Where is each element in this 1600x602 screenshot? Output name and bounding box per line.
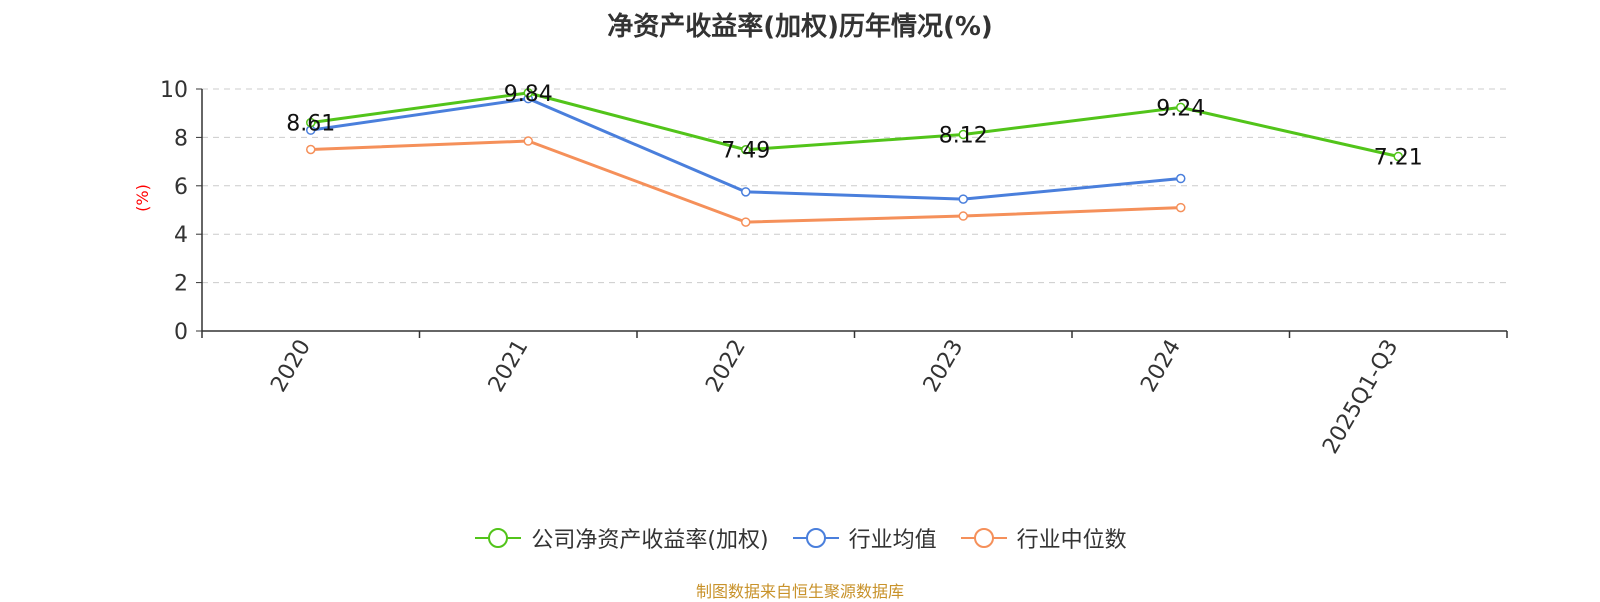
y-tick-label: 2 (174, 272, 188, 297)
legend-item[interactable]: 行业均值 (791, 522, 937, 554)
legend-label: 行业均值 (848, 528, 937, 553)
grid-lines (202, 88, 1507, 284)
data-point (306, 117, 316, 128)
series-line (310, 91, 1399, 158)
data-point (1176, 102, 1186, 113)
data-labels: 8.61 9.84 7.49 8.12 9.24 7.21 (286, 82, 1422, 171)
data-point (1176, 173, 1186, 184)
data-point (741, 217, 751, 227)
x-tick-label: 2022 (701, 336, 751, 397)
x-tick-label: 2023 (919, 336, 969, 397)
y-axis-label: (%) (133, 184, 152, 212)
legend-item[interactable]: 公司净资产收益率(加权) (473, 522, 769, 554)
legend: 公司净资产收益率(加权) 行业均值 行业中位数 (0, 522, 1600, 554)
data-label: 7.21 (1374, 146, 1423, 171)
y-tick-label: 6 (174, 175, 188, 200)
chart-title: 净资产收益率(加权)历年情况(%) (607, 12, 993, 42)
data-point (741, 187, 751, 197)
data-point (523, 88, 533, 98)
legend-line-circle-icon (960, 528, 1007, 548)
y-tick-label: 10 (160, 78, 188, 103)
legend-label: 公司净资产收益率(加权) (531, 528, 769, 553)
data-label: 8.12 (939, 123, 988, 148)
data-point (1176, 202, 1186, 213)
legend-item[interactable]: 行业中位数 (959, 522, 1127, 554)
x-tick-label: 2024 (1136, 336, 1186, 397)
source-note: 制图数据来自恒生聚源数据库 (695, 582, 904, 601)
data-point (523, 136, 533, 146)
legend-line-circle-icon (792, 528, 839, 548)
legend-label: 行业中位数 (1016, 528, 1127, 553)
x-tick-label: 2021 (484, 336, 534, 397)
data-point (958, 194, 968, 204)
y-tick-label: 0 (174, 320, 188, 345)
data-label: 7.49 (721, 139, 770, 164)
data-point (306, 144, 316, 155)
data-point (1393, 151, 1403, 162)
y-tick-label: 4 (174, 223, 188, 248)
data-label: 9.24 (1156, 96, 1205, 121)
x-tick-label: 2020 (266, 336, 316, 397)
data-point (958, 129, 968, 140)
x-tick-label: 2025Q1-Q3 (1318, 336, 1403, 459)
legend-line-circle-icon (475, 528, 522, 548)
data-label: 8.61 (286, 112, 335, 137)
y-tick-label: 8 (174, 126, 188, 151)
series (306, 88, 1403, 227)
data-label: 9.84 (504, 82, 553, 107)
data-point (741, 144, 751, 155)
axes: 0 2 4 6 8 10 2020 2021 2022 2023 2024 2025Q1-Q3 (%) (133, 78, 1508, 459)
data-point (958, 211, 968, 221)
